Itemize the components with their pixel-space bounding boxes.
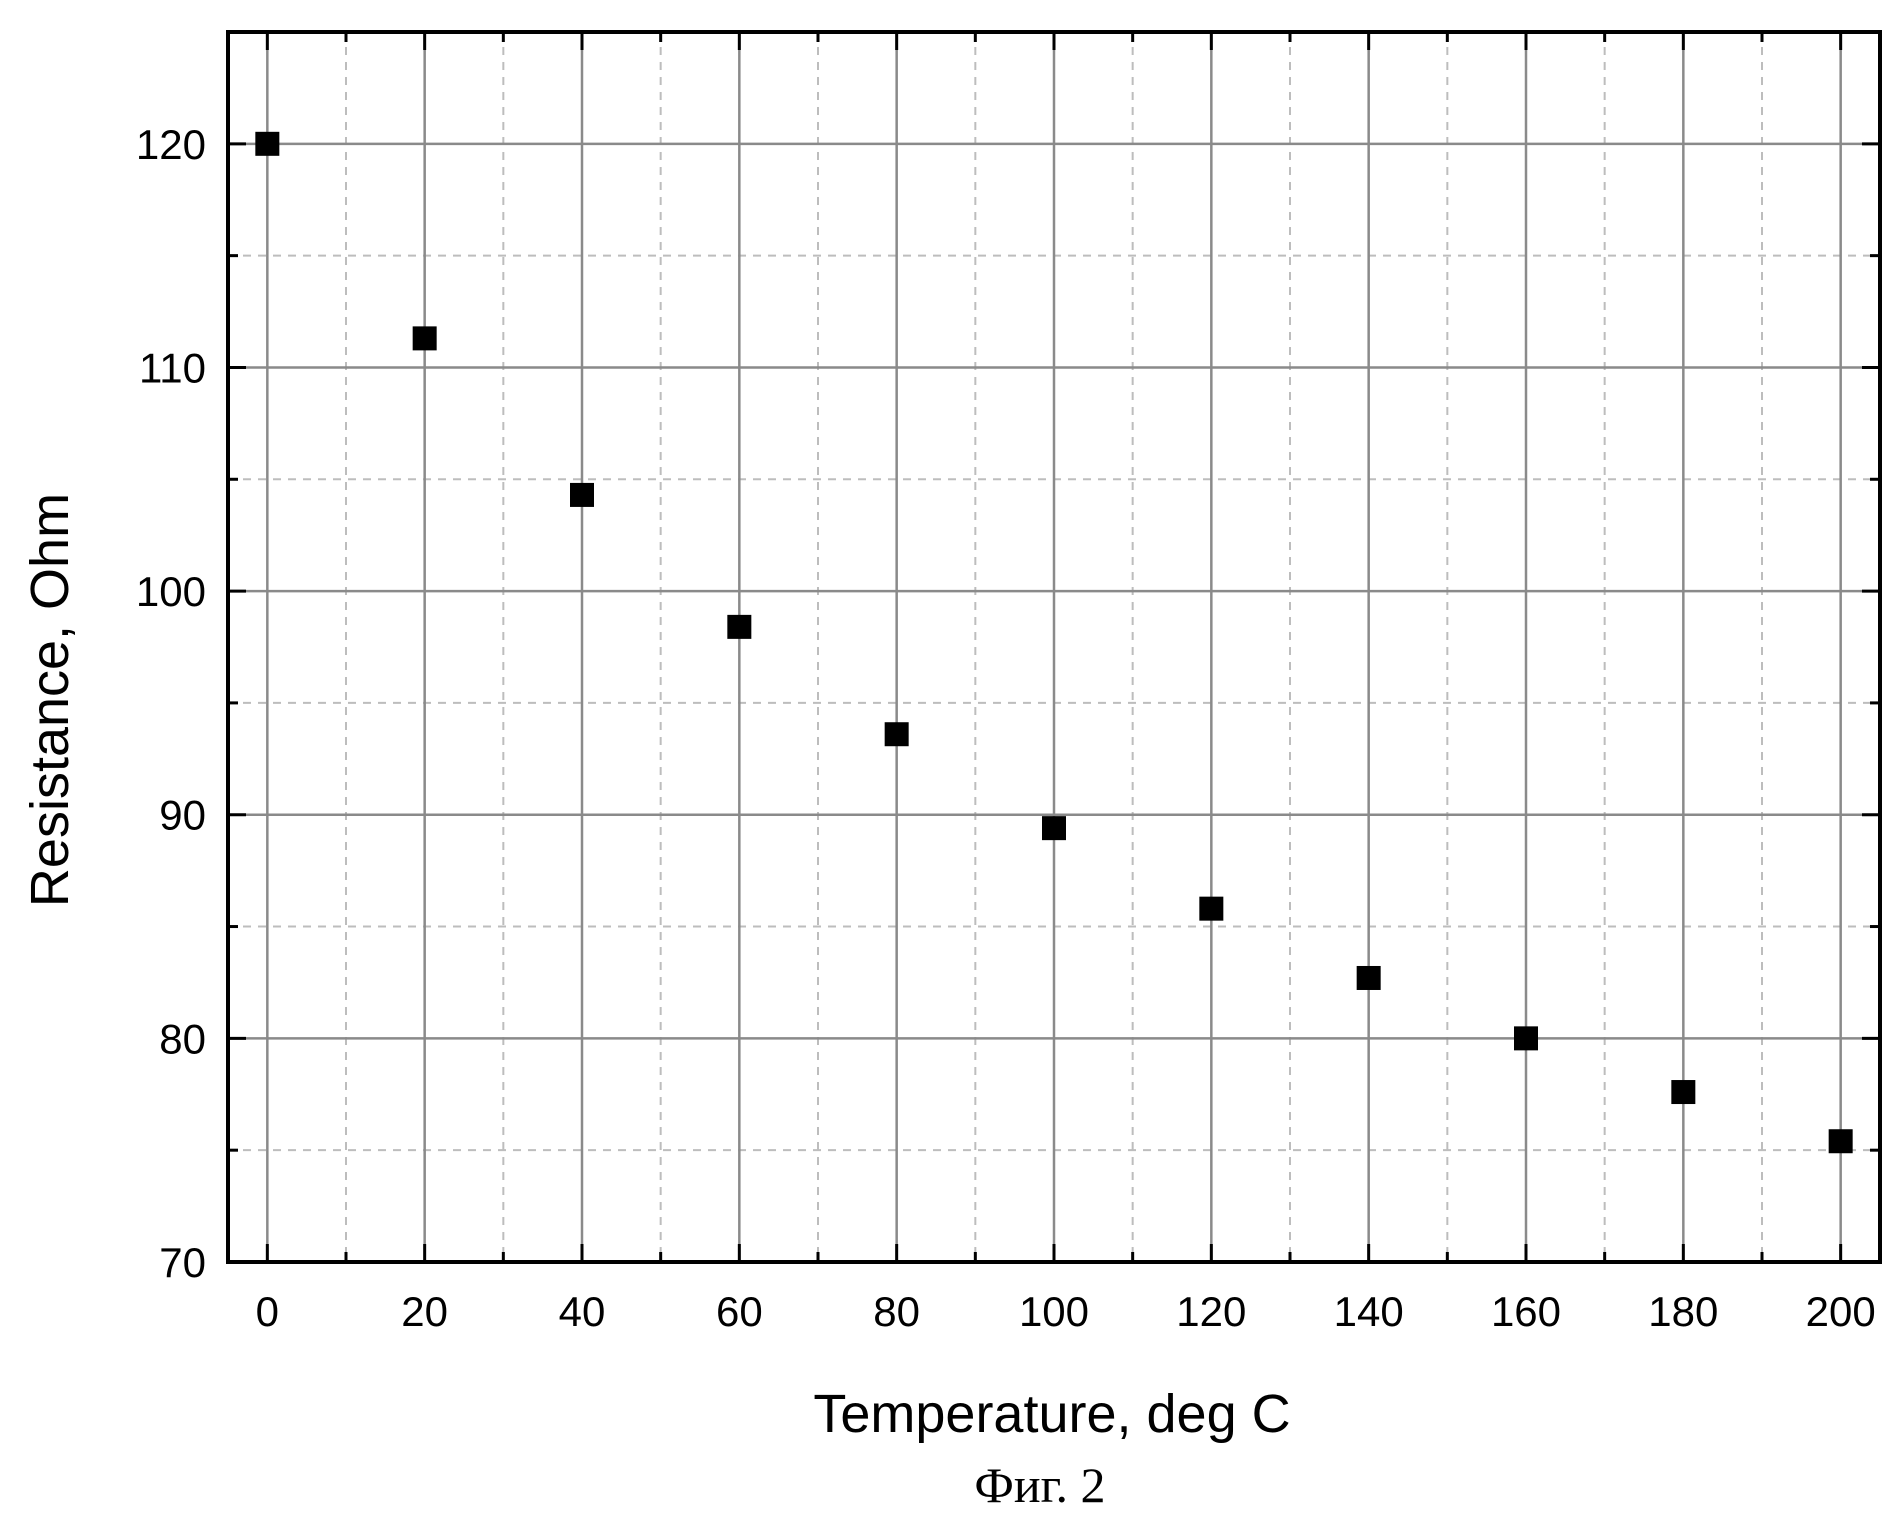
axis-ticks	[228, 32, 1880, 1264]
figure-caption: Фиг. 2	[974, 1457, 1105, 1513]
y-tick-label: 70	[159, 1239, 206, 1286]
x-axis-title: Temperature, deg C	[813, 1384, 1290, 1444]
data-points	[255, 131, 1853, 1154]
data-point	[1671, 1080, 1696, 1105]
major-gridlines	[228, 32, 1880, 1262]
x-tick-label: 120	[1176, 1288, 1246, 1335]
y-axis-title: Resistance, Ohm	[20, 493, 80, 907]
data-point	[1199, 896, 1224, 921]
data-point	[570, 482, 594, 507]
y-tick-label: 120	[136, 121, 206, 168]
data-point	[1828, 1129, 1853, 1154]
x-tick-label: 40	[559, 1288, 606, 1335]
y-tick-label: 100	[136, 568, 206, 615]
x-tick-label: 180	[1648, 1288, 1718, 1335]
y-tick-label: 110	[139, 344, 206, 391]
data-point	[255, 131, 280, 156]
x-tick-labels: 0 20 40 60 80 100 120 140 160 180 200	[256, 1288, 1876, 1335]
x-tick-label: 200	[1806, 1288, 1876, 1335]
y-tick-labels: 70 80 90 100 110 120	[136, 121, 206, 1286]
data-point	[1356, 965, 1381, 990]
x-tick-label: 20	[401, 1288, 448, 1335]
y-tick-label: 80	[159, 1015, 206, 1062]
data-point	[1042, 816, 1066, 841]
data-point	[412, 326, 437, 351]
x-tick-label: 100	[1019, 1288, 1089, 1335]
x-tick-label: 0	[256, 1288, 279, 1335]
data-point	[884, 722, 909, 747]
data-point	[727, 614, 752, 639]
x-tick-label: 160	[1491, 1288, 1561, 1335]
x-tick-label: 60	[716, 1288, 763, 1335]
y-tick-label: 90	[159, 792, 206, 839]
x-tick-label: 80	[873, 1288, 920, 1335]
data-point	[1514, 1026, 1538, 1051]
x-tick-label: 140	[1334, 1288, 1404, 1335]
